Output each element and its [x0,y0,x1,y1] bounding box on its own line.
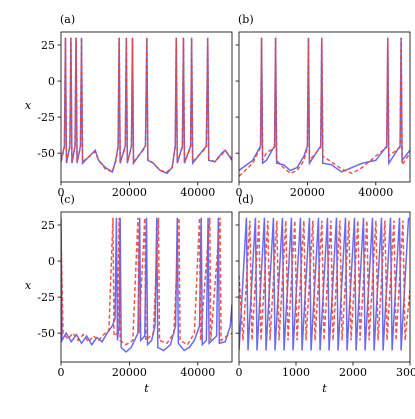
y-axis-label: x [25,99,32,112]
x-tick-label: 1000 [282,366,310,379]
x-tick-label: 40000 [180,186,215,199]
x-tick-label: 0 [58,366,65,379]
x-tick-label: 20000 [112,186,147,199]
x-tick-label: 0 [236,366,243,379]
x-tick-label: 0 [58,186,65,199]
y-tick-label: -50 [37,327,55,340]
x-axis-label: t [322,382,327,395]
axes-frame [238,31,411,183]
line-series [61,217,232,353]
y-tick-label: 25 [41,219,55,232]
plot-area [61,37,232,175]
x-tick-label: 20000 [290,186,325,199]
axes-frame [60,211,233,363]
line-series [239,37,410,173]
y-tick-label: -50 [37,147,55,160]
line-series [61,217,232,346]
x-tick-label: 0 [236,186,243,199]
x-tick-label: 40000 [358,186,393,199]
x-tick-label: 40000 [180,366,215,379]
panel-label: (c) [60,193,75,206]
y-tick-label: 25 [41,39,55,52]
plot-area [239,217,410,351]
x-tick-label: 2000 [339,366,367,379]
y-axis-label: x [25,279,32,292]
line-series [61,37,232,173]
y-tick-label: -25 [37,111,55,124]
y-tick-label: 0 [48,75,55,88]
x-tick-label: 3000 [396,366,415,379]
y-tick-label: 0 [48,255,55,268]
axes-frame [238,211,411,363]
x-tick-label: 20000 [112,366,147,379]
plot-area [61,217,232,353]
line-series [239,37,410,177]
panel-label: (d) [238,193,254,206]
panel-label: (a) [60,13,75,26]
plot-area [239,37,410,177]
panel-label: (b) [238,13,254,26]
y-tick-label: -25 [37,291,55,304]
x-axis-label: t [144,382,149,395]
line-series [239,220,410,341]
axes-frame [60,31,233,183]
